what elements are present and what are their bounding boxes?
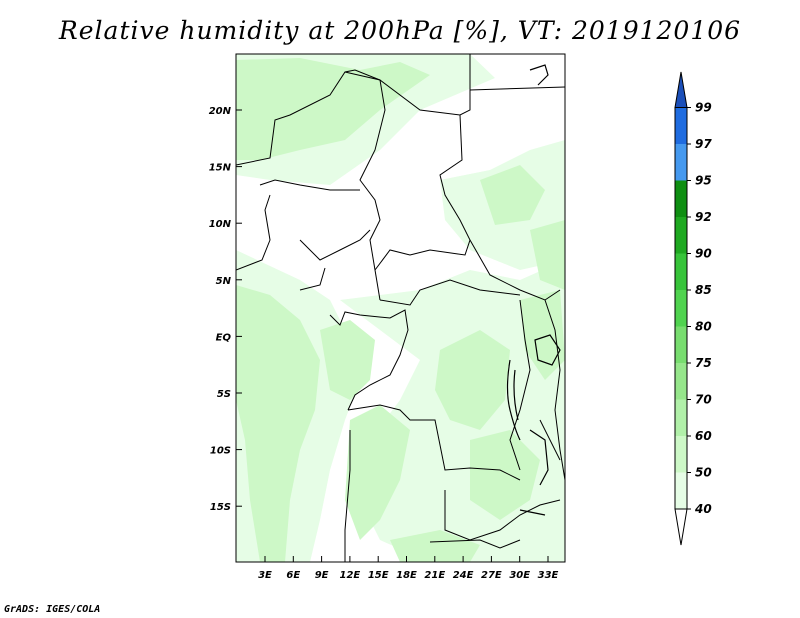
- lon-tick-label: 15E: [368, 570, 389, 581]
- colorbar-frame: [674, 107, 688, 510]
- colorbar-segment: [675, 290, 687, 327]
- map-title: Relative humidity at 200hPa [%], VT: 201…: [58, 16, 742, 45]
- colorbar-segment: [675, 144, 687, 181]
- lon-tick-label: 27E: [481, 570, 502, 581]
- colorbar-level-label: 60: [695, 429, 712, 443]
- country-borders: [236, 54, 565, 562]
- humidity-field-green: [236, 58, 565, 562]
- colorbar: 99 97 95 92 90 85 80 75 70 60 50 40: [674, 71, 712, 546]
- lat-tick-label: 5N: [216, 276, 232, 287]
- lon-tick-label: 3E: [258, 570, 272, 581]
- colorbar-level-label: 80: [695, 320, 712, 334]
- lon-tick-label: 9E: [315, 570, 329, 581]
- colorbar-segment: [675, 399, 687, 436]
- colorbar-segment: [675, 107, 687, 144]
- colorbar-high-triangle: [674, 71, 688, 108]
- lat-tick-label: 5S: [217, 389, 231, 400]
- lon-tick-label: 6E: [286, 570, 300, 581]
- lon-tick-label: 12E: [340, 570, 361, 581]
- map-area: [236, 54, 565, 562]
- colorbar-level-label: 99: [695, 101, 712, 115]
- colorbar-level-label: 92: [695, 210, 712, 224]
- lat-tick-label: 15S: [210, 502, 231, 513]
- colorbar-low-triangle: [674, 508, 688, 546]
- colorbar-level-label: 40: [694, 502, 712, 516]
- lat-tick-label: EQ: [216, 332, 232, 343]
- colorbar-level-label: 95: [695, 174, 712, 188]
- colorbar-level-label: 97: [695, 137, 712, 151]
- colorbar-segment: [675, 253, 687, 290]
- latitude-axis: 20N 15N 10N 5N EQ 5S 10S 15S: [209, 106, 242, 513]
- longitude-axis: 3E 6E 9E 12E 15E 18E 21E 24E 27E 30E 33E: [258, 556, 559, 581]
- colorbar-level-label: 50: [695, 466, 712, 480]
- colorbar-segment: [675, 326, 687, 363]
- lon-tick-label: 33E: [538, 570, 559, 581]
- colorbar-level-label: 70: [695, 393, 712, 407]
- colorbar-segment: [675, 472, 687, 509]
- lat-tick-label: 10N: [209, 219, 232, 230]
- colorbar-segment: [675, 180, 687, 217]
- colorbar-level-label: 85: [695, 283, 712, 297]
- lon-tick-label: 24E: [453, 570, 474, 581]
- lakes-and-coast: [506, 64, 561, 516]
- lat-tick-label: 15N: [209, 163, 232, 174]
- grads-credit: GrADS: IGES/COLA: [4, 604, 101, 615]
- colorbar-segment: [675, 363, 687, 400]
- lon-tick-label: 21E: [424, 570, 445, 581]
- lat-tick-label: 10S: [210, 446, 231, 457]
- colorbar-segment: [675, 436, 687, 473]
- colorbar-level-label: 75: [695, 356, 712, 370]
- map-frame: [235, 53, 566, 563]
- colorbar-level-label: 90: [695, 247, 712, 261]
- lat-tick-label: 20N: [209, 106, 232, 117]
- colorbar-segment: [675, 217, 687, 254]
- lon-tick-label: 30E: [509, 570, 530, 581]
- lon-tick-label: 18E: [396, 570, 417, 581]
